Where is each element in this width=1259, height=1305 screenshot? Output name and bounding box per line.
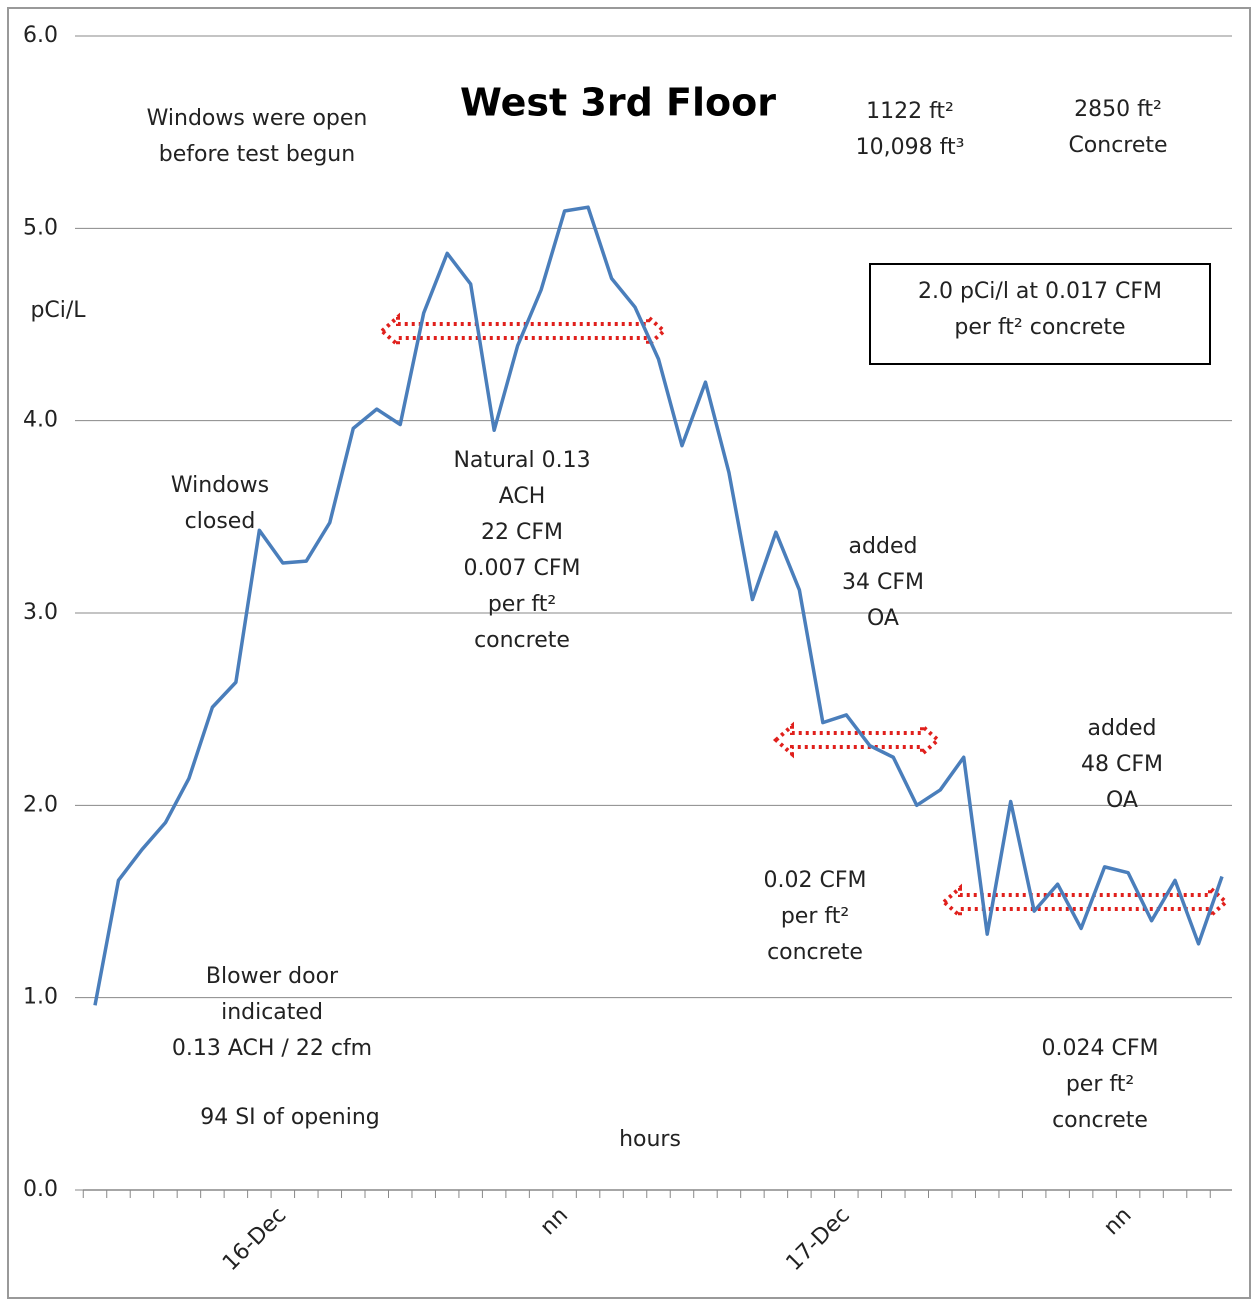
y-tick-label: 1.0 — [23, 985, 58, 1010]
annotation: OA — [1106, 788, 1138, 813]
y-tick-label: 6.0 — [23, 23, 58, 48]
annotation: per ft² concrete — [954, 315, 1125, 340]
annotation: Windows — [171, 473, 269, 498]
annotation: before test begun — [159, 142, 355, 167]
x-axis-label: hours — [619, 1127, 681, 1152]
y-tick-label: 5.0 — [23, 215, 58, 240]
annotation: 0.007 CFM — [464, 556, 581, 581]
annotation: 1122 ft² — [866, 99, 954, 124]
annotation: 2.0 pCi/l at 0.017 CFM — [918, 279, 1162, 304]
y-axis-label: pCi/L — [30, 298, 86, 323]
chart-title: West 3rd Floor — [460, 81, 776, 125]
annotation: Windows were open — [147, 106, 368, 131]
annotation: added — [849, 534, 918, 559]
y-tick-label: 0.0 — [23, 1177, 58, 1202]
annotation: per ft² — [1066, 1072, 1134, 1097]
y-tick-label: 4.0 — [23, 408, 58, 433]
annotation: concrete — [1052, 1108, 1148, 1133]
y-tick-label: 3.0 — [23, 600, 58, 625]
annotation: Concrete — [1068, 133, 1167, 158]
annotation: Natural 0.13 — [453, 448, 590, 473]
data-line — [93, 205, 1224, 1006]
annotation: 22 CFM — [481, 520, 563, 545]
annotation: 2850 ft² — [1074, 97, 1162, 122]
y-tick-label: 2.0 — [23, 792, 58, 817]
annotation: 10,098 ft³ — [856, 135, 965, 160]
annotation: per ft² — [488, 592, 556, 617]
annotation: 0.02 CFM — [764, 868, 867, 893]
annotation: added — [1088, 716, 1157, 741]
annotation: concrete — [474, 628, 570, 653]
annotation: 0.13 ACH / 22 cfm — [172, 1036, 372, 1061]
frame — [7, 7, 1251, 1299]
annotation: Blower door — [206, 964, 339, 989]
annotation: 48 CFM — [1081, 752, 1163, 777]
annotation: OA — [867, 606, 899, 631]
annotation: 34 CFM — [842, 570, 924, 595]
annotation: 94 SI of opening — [200, 1105, 380, 1130]
annotation: per ft² — [781, 904, 849, 929]
note-box — [869, 263, 1211, 365]
annotation: concrete — [767, 940, 863, 965]
annotation: 0.024 CFM — [1042, 1036, 1159, 1061]
annotation: closed — [185, 509, 256, 534]
annotation: indicated — [221, 1000, 323, 1025]
annotation: ACH — [499, 484, 546, 509]
